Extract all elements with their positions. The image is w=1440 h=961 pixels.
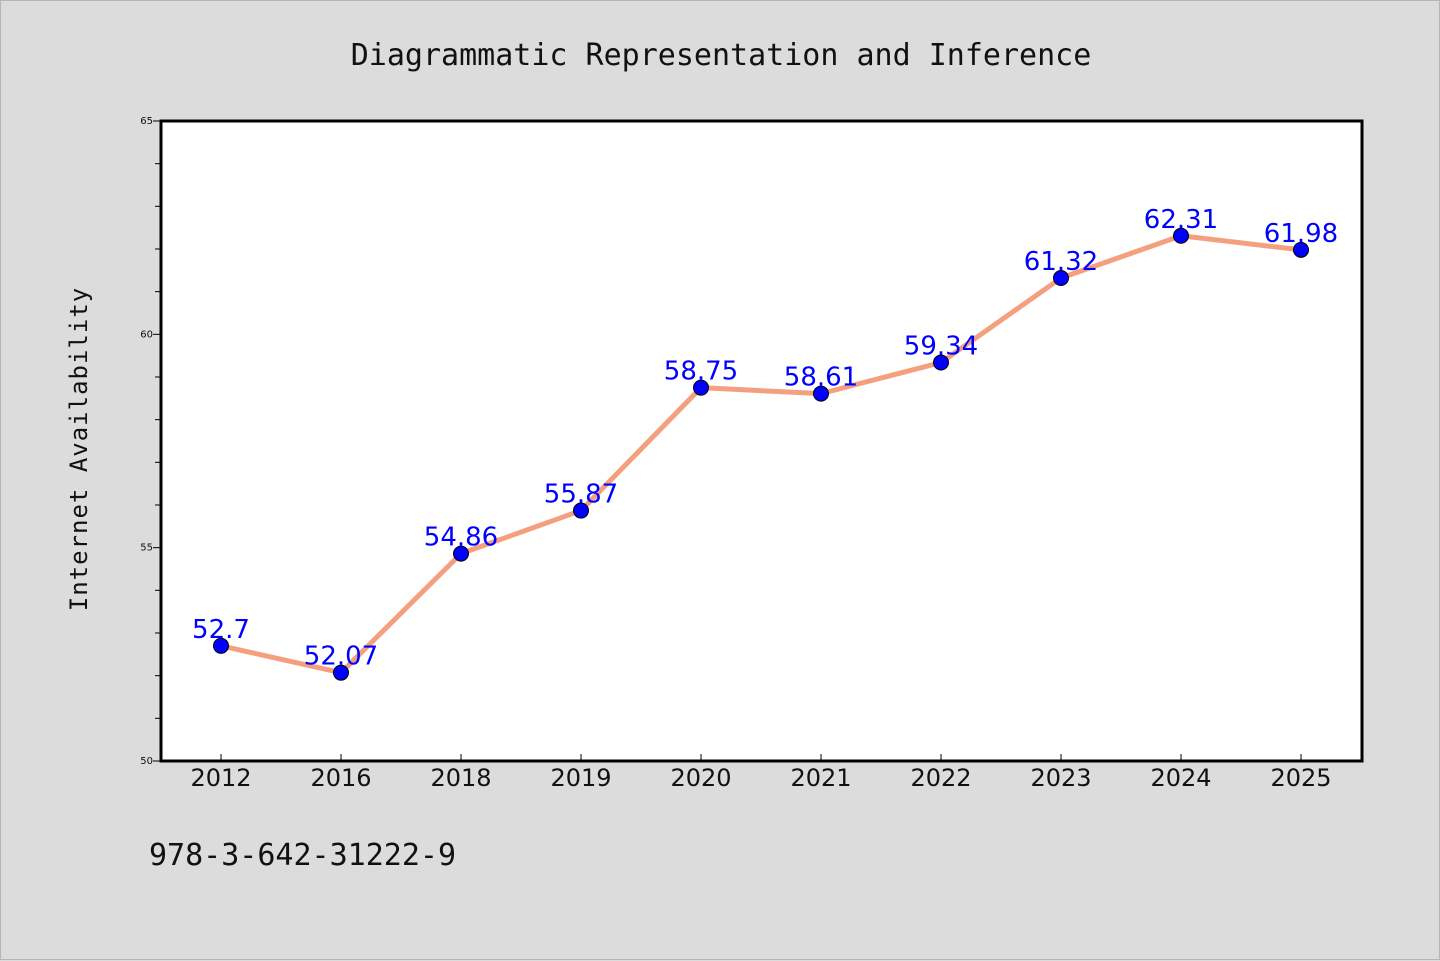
data-label: 55.87 [544, 480, 618, 510]
data-label: 54.86 [424, 523, 498, 553]
x-tick-label: 2018 [430, 764, 491, 792]
y-axis-ticks: 50 55 60 65 [140, 116, 161, 767]
chart-title: Diagrammatic Representation and Inferenc… [351, 38, 1092, 73]
data-label: 61.32 [1024, 247, 1098, 277]
y-axis-label: Internet Availability [65, 287, 93, 611]
x-tick-label: 2012 [190, 764, 251, 792]
data-point [333, 664, 349, 681]
data-point [693, 379, 709, 396]
data-label: 58.61 [784, 363, 858, 393]
x-tick-label: 2021 [790, 764, 851, 792]
x-tick-label: 2022 [910, 764, 971, 792]
x-axis-ticks: 2012 2016 2018 2019 2020 2021 2022 2023 2024 2025 [190, 754, 1332, 792]
series-line [218, 233, 1304, 676]
data-label: 62.31 [1144, 205, 1218, 235]
data-labels-group: 52.7 52.07 54.86 55.87 58.75 58.61 59.34 61.32 6… [192, 205, 1338, 672]
series-line-group [213, 227, 1309, 681]
data-label: 59.34 [904, 331, 978, 361]
y-tick-label: 50 [140, 756, 153, 767]
x-tick-label: 2020 [670, 764, 731, 792]
data-point [573, 502, 589, 519]
data-point [1293, 241, 1309, 258]
data-label: 58.75 [664, 357, 738, 387]
data-label: 52.7 [192, 615, 250, 645]
data-point [1173, 227, 1189, 244]
x-tick-label: 2016 [310, 764, 371, 792]
data-label: 61.98 [1264, 219, 1338, 249]
data-label: 52.07 [304, 642, 378, 672]
data-point [813, 385, 829, 402]
data-point [933, 354, 949, 371]
y-tick-label: 55 [140, 543, 153, 554]
data-point [1053, 270, 1069, 287]
x-tick-label: 2019 [550, 764, 611, 792]
footer-isbn: 978-3-642-31222-9 [149, 838, 456, 873]
data-point [453, 545, 469, 562]
y-tick-label: 65 [140, 116, 153, 127]
y-tick-label: 60 [140, 329, 153, 340]
data-point [213, 637, 229, 654]
x-tick-label: 2024 [1150, 764, 1211, 792]
x-tick-label: 2023 [1030, 764, 1091, 792]
x-tick-label: 2025 [1270, 764, 1331, 792]
